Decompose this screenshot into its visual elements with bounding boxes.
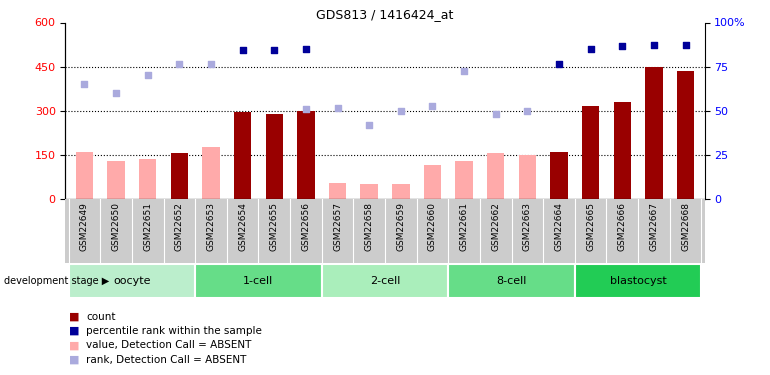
Point xyxy=(458,68,470,74)
Bar xyxy=(519,154,536,199)
Bar xyxy=(392,184,410,199)
Text: GSM22667: GSM22667 xyxy=(649,202,658,251)
Text: GSM22668: GSM22668 xyxy=(681,202,690,251)
Text: GSM22656: GSM22656 xyxy=(301,202,310,251)
Text: rank, Detection Call = ABSENT: rank, Detection Call = ABSENT xyxy=(86,355,246,364)
Point xyxy=(236,47,249,53)
Point xyxy=(363,122,375,128)
Bar xyxy=(360,184,378,199)
Text: GSM22660: GSM22660 xyxy=(428,202,437,251)
Bar xyxy=(234,112,251,199)
Bar xyxy=(487,153,504,199)
Text: GSM22653: GSM22653 xyxy=(206,202,216,251)
Bar xyxy=(582,106,599,199)
Bar xyxy=(171,153,188,199)
Bar xyxy=(203,147,219,199)
Text: GSM22665: GSM22665 xyxy=(586,202,595,251)
Text: count: count xyxy=(86,312,115,322)
Point xyxy=(679,42,691,48)
Text: GSM22652: GSM22652 xyxy=(175,202,184,251)
Text: GSM22650: GSM22650 xyxy=(112,202,121,251)
Text: GSM22666: GSM22666 xyxy=(618,202,627,251)
Text: GSM22651: GSM22651 xyxy=(143,202,152,251)
Point xyxy=(300,106,312,112)
Point xyxy=(521,108,534,114)
Bar xyxy=(551,152,567,199)
Bar xyxy=(677,71,695,199)
Point xyxy=(268,47,280,53)
Bar xyxy=(455,160,473,199)
Bar xyxy=(448,264,575,298)
Point xyxy=(395,108,407,114)
Text: oocyte: oocyte xyxy=(113,276,151,285)
Bar xyxy=(195,264,322,298)
Bar xyxy=(75,152,93,199)
Title: GDS813 / 1416424_at: GDS813 / 1416424_at xyxy=(316,8,454,21)
Point xyxy=(427,103,439,109)
Text: 1-cell: 1-cell xyxy=(243,276,273,285)
Text: ■: ■ xyxy=(69,340,80,350)
Text: GSM22659: GSM22659 xyxy=(397,202,405,251)
Bar xyxy=(575,264,701,298)
Point xyxy=(584,46,597,52)
Point xyxy=(648,42,660,48)
Point xyxy=(173,61,186,67)
Bar xyxy=(322,264,448,298)
Bar xyxy=(107,160,125,199)
Bar xyxy=(329,183,347,199)
Text: GSM22661: GSM22661 xyxy=(460,202,469,251)
Bar xyxy=(266,114,283,199)
Text: GSM22662: GSM22662 xyxy=(491,202,500,251)
Text: GSM22655: GSM22655 xyxy=(270,202,279,251)
Point xyxy=(490,111,502,117)
Text: ■: ■ xyxy=(69,326,80,336)
Text: ■: ■ xyxy=(69,355,80,364)
Point xyxy=(331,105,343,111)
Text: percentile rank within the sample: percentile rank within the sample xyxy=(86,326,262,336)
Point xyxy=(205,61,217,67)
Text: blastocyst: blastocyst xyxy=(610,276,667,285)
Text: GSM22663: GSM22663 xyxy=(523,202,532,251)
Text: 2-cell: 2-cell xyxy=(370,276,400,285)
Point xyxy=(110,90,122,96)
Text: GSM22657: GSM22657 xyxy=(333,202,342,251)
Bar xyxy=(69,264,195,298)
Text: value, Detection Call = ABSENT: value, Detection Call = ABSENT xyxy=(86,340,252,350)
Text: 8-cell: 8-cell xyxy=(497,276,527,285)
Text: GSM22649: GSM22649 xyxy=(80,202,89,251)
Point xyxy=(79,81,91,87)
Bar xyxy=(297,111,315,199)
Text: GSM22658: GSM22658 xyxy=(365,202,373,251)
Text: development stage ▶: development stage ▶ xyxy=(4,276,109,285)
Text: ■: ■ xyxy=(69,312,80,322)
Bar xyxy=(614,102,631,199)
Point xyxy=(553,61,565,67)
Bar xyxy=(424,165,441,199)
Point xyxy=(142,72,154,78)
Text: GSM22654: GSM22654 xyxy=(238,202,247,251)
Bar xyxy=(139,159,156,199)
Point xyxy=(616,43,628,49)
Bar xyxy=(645,67,663,199)
Text: GSM22664: GSM22664 xyxy=(554,202,564,251)
Point xyxy=(300,46,312,52)
